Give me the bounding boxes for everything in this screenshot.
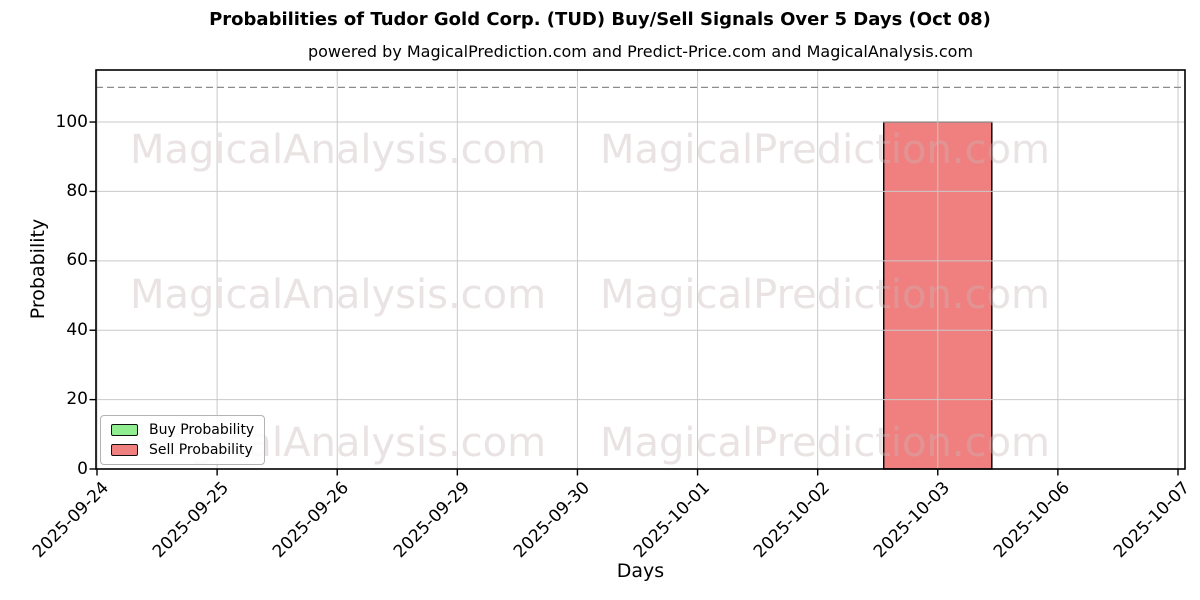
- legend-swatch-sell: [111, 444, 138, 456]
- y-tick-label: 40: [66, 319, 88, 340]
- legend-entry: Sell Probability: [111, 442, 254, 458]
- chart-subtitle: powered by MagicalPrediction.com and Pre…: [307, 42, 974, 61]
- x-tick-label: 2025-10-02: [749, 478, 834, 563]
- plot-canvas: [89, 69, 1186, 476]
- y-tick-label: 20: [66, 389, 88, 410]
- legend-label: Sell Probability: [149, 442, 253, 458]
- x-tick-label: 2025-09-26: [269, 478, 354, 563]
- y-tick-label: 0: [77, 458, 88, 479]
- y-tick-label: 80: [66, 180, 88, 201]
- x-axis-label: Days: [616, 560, 665, 582]
- x-tick-label: 2025-09-29: [389, 478, 474, 563]
- chart-title: Probabilities of Tudor Gold Corp. (TUD) …: [209, 9, 991, 30]
- y-tick-label: 60: [66, 250, 88, 271]
- x-tick-label: 2025-09-30: [509, 478, 594, 563]
- legend: Buy Probability Sell Probability: [100, 415, 266, 465]
- x-tick-label: 2025-10-06: [990, 478, 1075, 563]
- x-tick-label: 2025-10-07: [1110, 478, 1195, 563]
- plot-area: MagicalAnalysis.com MagicalPrediction.com…: [89, 69, 1186, 476]
- legend-entry: Buy Probability: [111, 422, 254, 438]
- y-tick-label: 100: [55, 111, 88, 132]
- y-axis-label: Probability: [27, 218, 49, 320]
- legend-label: Buy Probability: [149, 422, 255, 438]
- x-tick-label: 2025-10-03: [869, 478, 954, 563]
- axis-spines: [95, 69, 1186, 470]
- x-tick-label: 2025-09-24: [29, 478, 114, 563]
- x-tick-label: 2025-09-25: [149, 478, 234, 563]
- x-tick-label: 2025-10-01: [629, 478, 714, 563]
- legend-swatch-buy: [111, 424, 138, 436]
